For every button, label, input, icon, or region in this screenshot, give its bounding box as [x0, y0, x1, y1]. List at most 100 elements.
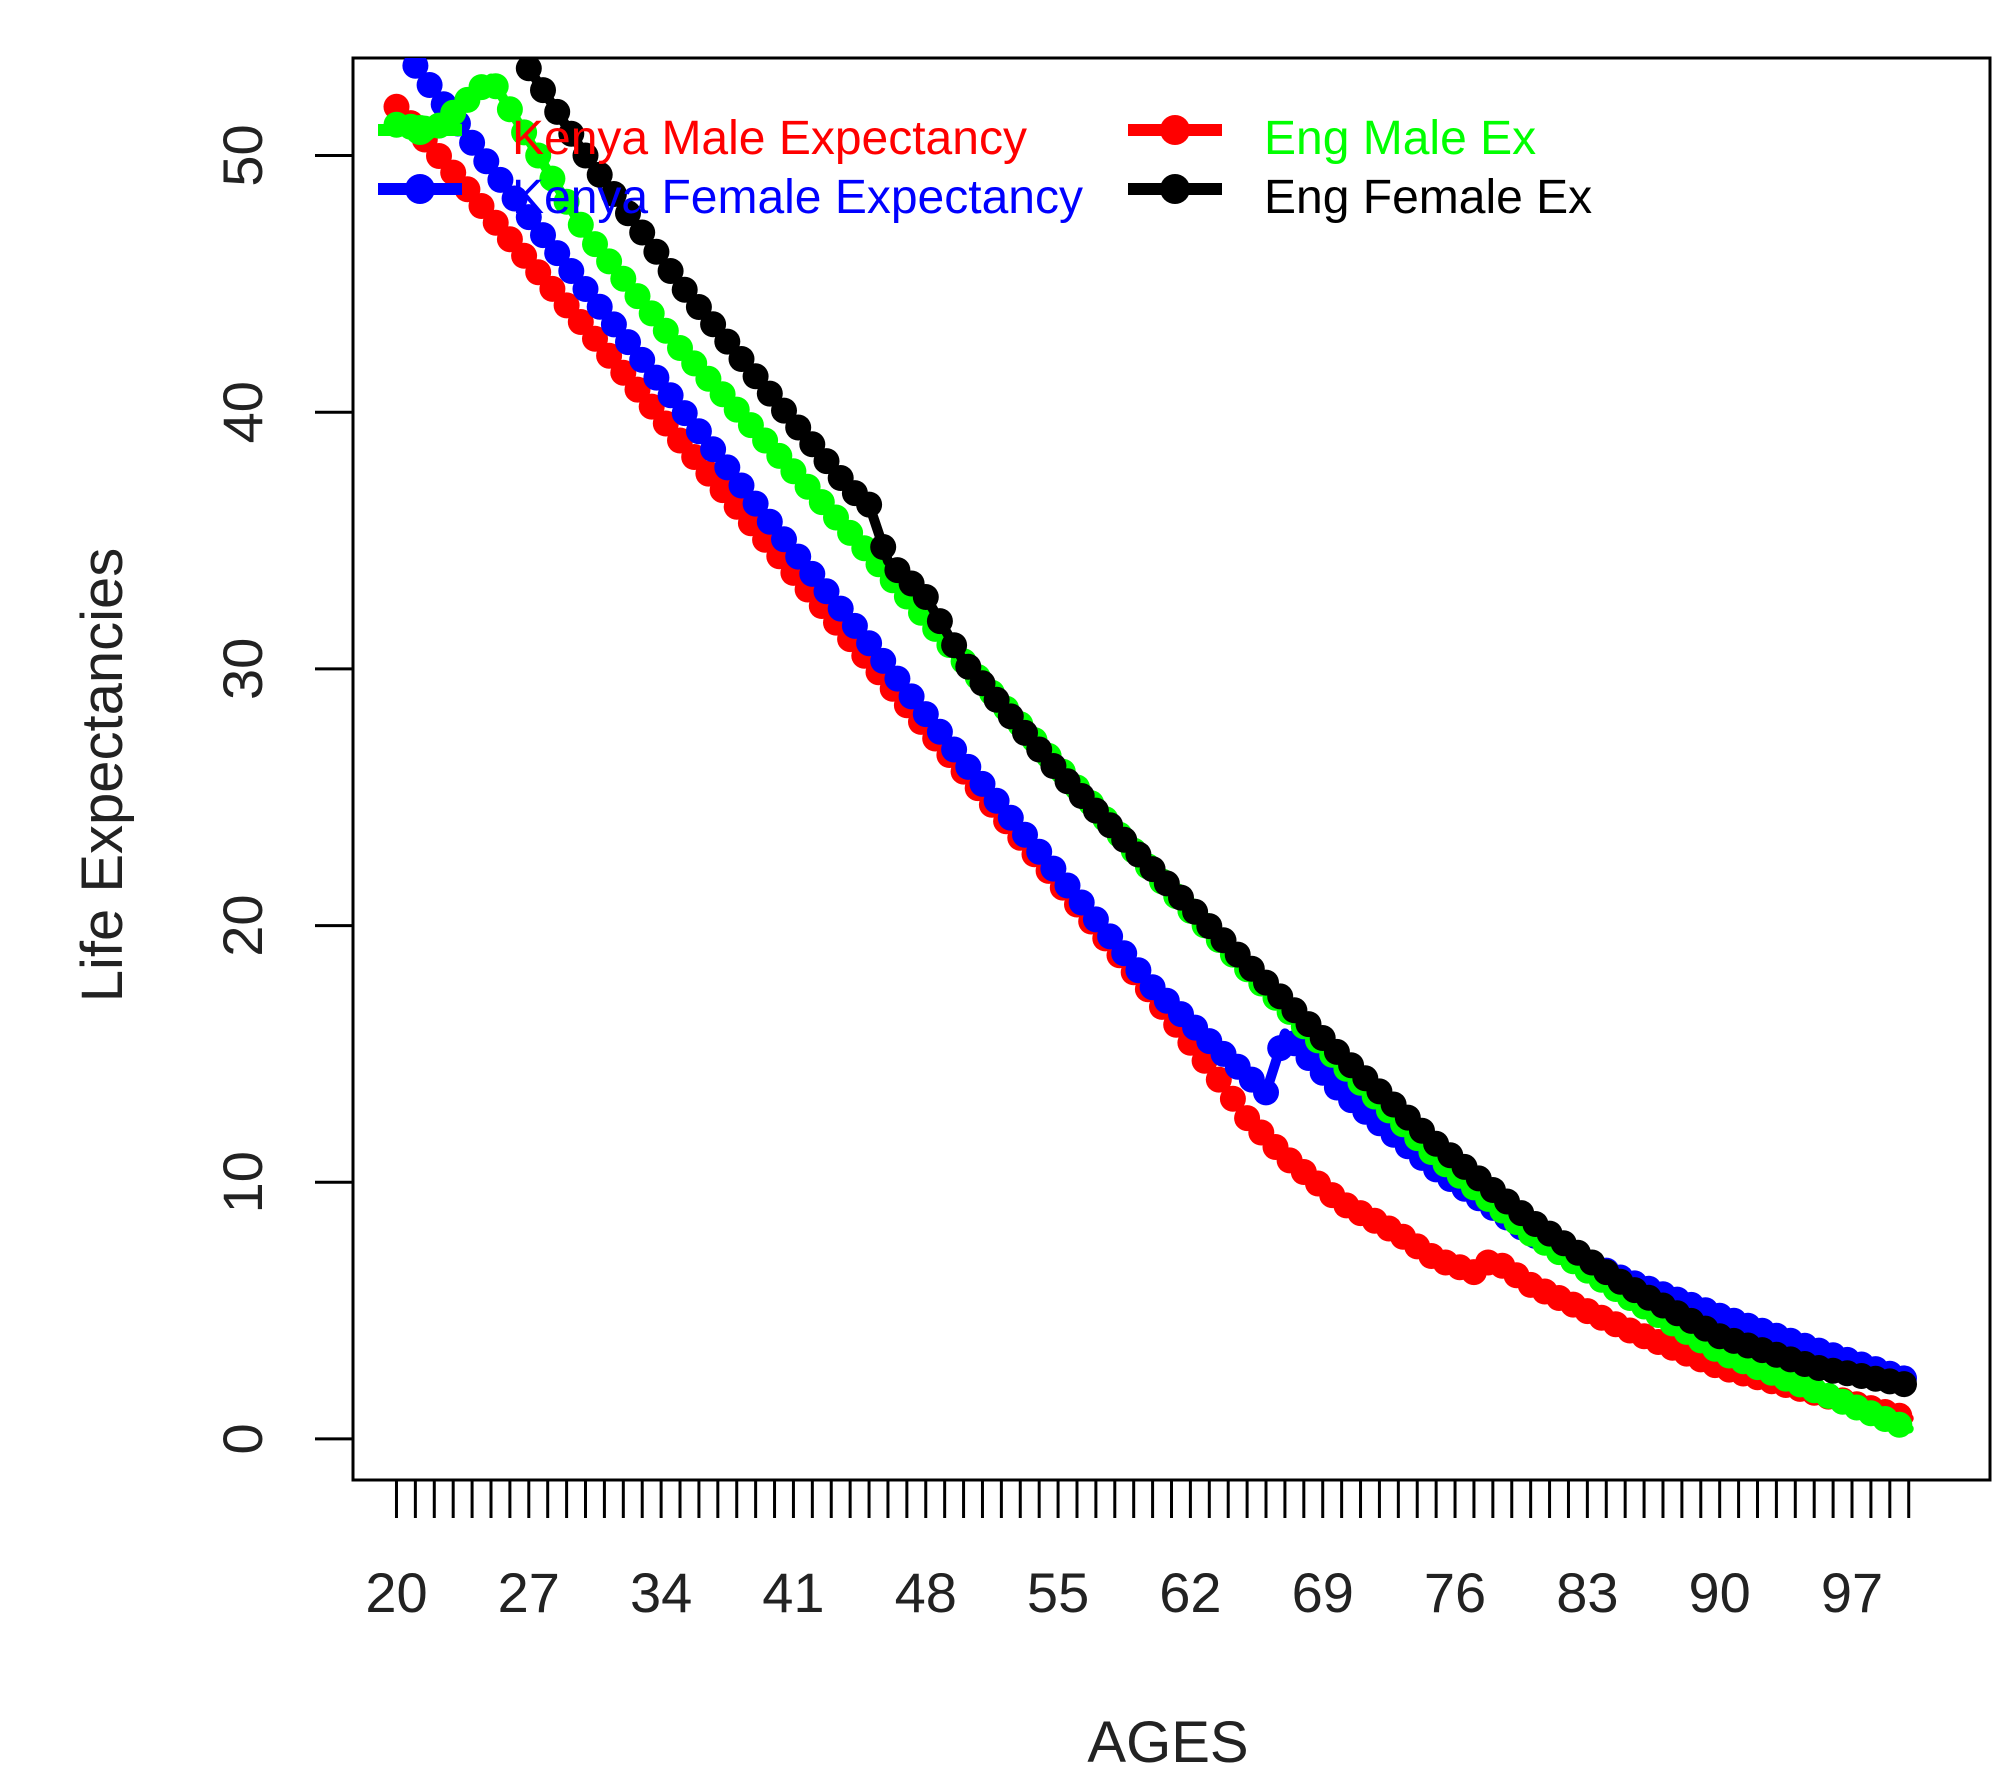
x-tick-label: 48	[895, 1561, 957, 1624]
series-point	[515, 58, 542, 82]
series-point	[714, 328, 741, 355]
series-point	[586, 161, 613, 188]
series-point	[912, 701, 939, 728]
series-point	[728, 472, 755, 499]
series-point	[742, 363, 769, 390]
series-point	[582, 231, 608, 258]
series-point	[912, 584, 939, 610]
series-point	[1054, 872, 1081, 899]
series-point	[525, 142, 552, 169]
series-point	[728, 346, 755, 372]
y-axis-ticks	[315, 154, 355, 1441]
series-point	[416, 72, 443, 98]
y-tick-label: 0	[211, 1423, 274, 1454]
series-point	[487, 166, 514, 193]
x-tick-label: 27	[498, 1561, 560, 1624]
legend: Kenya Male Expectancy Kenya Female Expec…	[378, 112, 1592, 224]
series-point	[671, 400, 698, 427]
series-layer	[383, 58, 1917, 1438]
x-tick-label: 20	[365, 1561, 427, 1624]
series-point	[1219, 1085, 1246, 1112]
series-point	[586, 293, 613, 320]
series-point	[671, 276, 698, 303]
series-point	[539, 165, 566, 192]
series-point	[515, 204, 542, 231]
series-point	[884, 665, 911, 692]
y-axis-tick-labels: 0 10 20 30 40 50	[211, 124, 274, 1454]
series-point	[898, 683, 925, 710]
series-point	[1125, 957, 1152, 984]
series-line	[410, 60, 1914, 1385]
series-point	[496, 96, 523, 123]
series-point	[638, 300, 665, 327]
series-point	[1891, 1371, 1917, 1398]
series-point	[955, 753, 982, 780]
series-point	[615, 329, 641, 356]
x-tick-label: 83	[1556, 1561, 1618, 1624]
legend-label-kenya-male: Kenya Male Expectancy	[512, 112, 1027, 165]
series-point	[1012, 821, 1038, 848]
y-tick-label: 10	[211, 1151, 274, 1213]
legend-marker-eng-male	[405, 115, 435, 145]
y-axis-title: Life Expectancies	[70, 548, 135, 1003]
series-point	[629, 346, 656, 373]
y-tick-label: 40	[211, 381, 274, 443]
series-point	[596, 248, 623, 275]
series-point	[785, 543, 812, 570]
legend-label-eng-male: Eng Male Ex	[1264, 112, 1536, 165]
series-point	[856, 491, 883, 518]
series-point	[629, 219, 656, 246]
series-point	[700, 436, 727, 463]
series-point	[941, 736, 968, 763]
series-point	[1205, 1066, 1232, 1093]
series-point	[544, 240, 571, 267]
x-axis-tick-labels: 20 27 34 41 48 55 62 69 76 83 90 97	[365, 1561, 1883, 1624]
series-point	[530, 222, 556, 249]
series-point	[643, 364, 670, 391]
series-point	[544, 98, 571, 125]
series-point	[685, 418, 712, 445]
x-tick-label: 90	[1689, 1561, 1751, 1624]
series-line	[523, 63, 1914, 1390]
x-axis-title: AGES	[1087, 1710, 1248, 1775]
series-point	[600, 181, 627, 207]
series-kenya-female-expectancy	[402, 58, 1917, 1392]
series-point	[558, 120, 585, 147]
x-tick-label: 34	[630, 1561, 692, 1624]
series-point	[572, 142, 599, 169]
series-point	[870, 534, 897, 560]
y-tick-label: 20	[211, 894, 274, 956]
series-point	[643, 238, 670, 265]
series-point	[615, 200, 641, 227]
x-tick-label: 41	[762, 1561, 824, 1624]
series-point	[1082, 906, 1109, 933]
x-axis-ticks	[394, 1478, 1911, 1518]
series-point	[756, 380, 783, 407]
x-tick-label: 62	[1159, 1561, 1221, 1624]
series-point	[926, 608, 953, 635]
legend-label-eng-female: Eng Female Ex	[1264, 171, 1592, 224]
x-tick-label: 55	[1027, 1561, 1089, 1624]
series-point	[756, 508, 783, 535]
legend-marker-kenya-female	[405, 174, 435, 204]
series-point	[530, 77, 556, 104]
series-point	[596, 342, 623, 369]
series-point	[624, 376, 651, 403]
series-point	[558, 258, 585, 284]
series-kenya-male-expectancy	[383, 93, 1914, 1429]
series-point	[652, 317, 679, 344]
x-tick-label: 76	[1424, 1561, 1486, 1624]
series-point	[553, 188, 580, 215]
series-point	[856, 630, 883, 657]
series-line	[391, 101, 1914, 1424]
x-tick-label: 97	[1821, 1561, 1883, 1624]
series-point	[799, 560, 826, 587]
legend-marker-eng-female	[1160, 174, 1190, 204]
series-point	[742, 490, 769, 517]
series-point	[926, 718, 953, 745]
series-point	[771, 526, 797, 553]
series-point	[1253, 1079, 1279, 1106]
y-tick-label: 30	[211, 638, 274, 700]
legend-label-kenya-female: Kenya Female Expectancy	[512, 171, 1083, 224]
